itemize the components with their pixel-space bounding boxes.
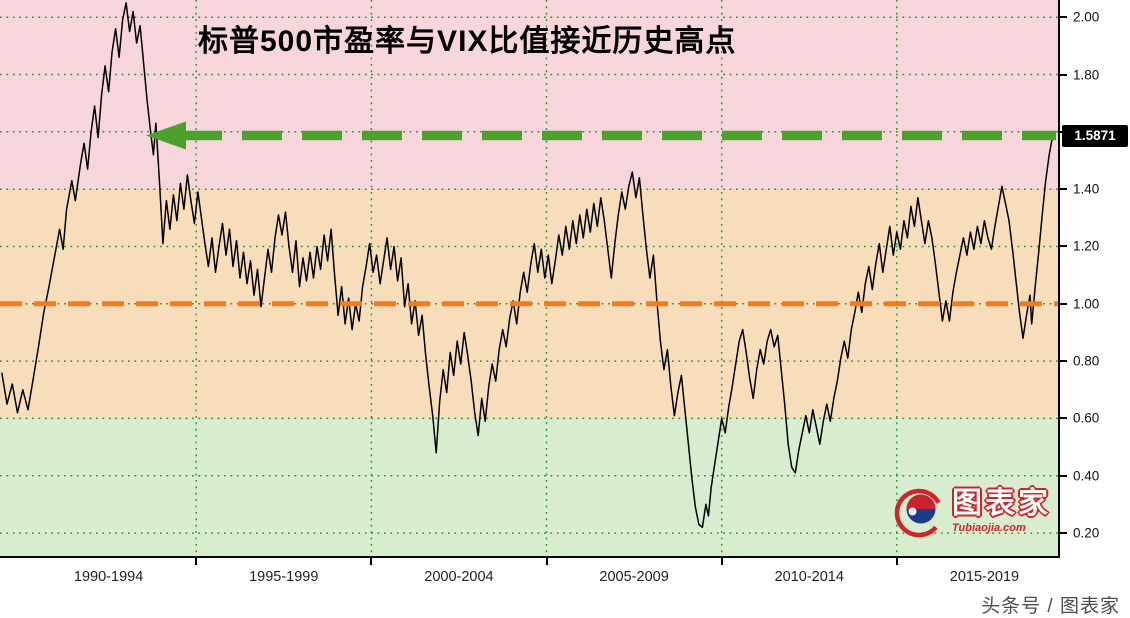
y-tick-mark <box>1060 188 1067 191</box>
footer-caption: 头条号 / 图表家 <box>981 596 1120 617</box>
x-tick-mark <box>545 558 548 565</box>
left-arrowhead-icon <box>146 121 186 150</box>
y-tick-mark <box>1060 16 1067 19</box>
series-line <box>1 2 1054 529</box>
y-tick-mark <box>1060 474 1067 477</box>
x-tick-mark <box>195 558 198 565</box>
x-tick-label: 2010-2014 <box>774 569 844 585</box>
plot-area <box>0 0 1060 558</box>
y-tick-label: 1.00 <box>1073 296 1100 312</box>
chart-title: 标普500市盈率与VIX比值接近历史高点 <box>198 25 737 58</box>
y-tick-mark <box>1060 302 1067 305</box>
last-price-badge: 1.5871 <box>1062 124 1128 147</box>
y-tick-label: 1.40 <box>1073 181 1100 197</box>
y-tick-label: 1.80 <box>1073 67 1100 82</box>
y-tick-label: 1.20 <box>1073 238 1100 254</box>
y-tick-mark <box>1060 532 1067 535</box>
x-tick-label: 2000-2004 <box>424 569 494 585</box>
y-tick-mark <box>1060 417 1067 420</box>
zone-band-low-zone <box>0 418 1058 556</box>
zone-band-high-zone <box>0 0 1058 190</box>
y-tick-label: 0.40 <box>1073 468 1100 484</box>
x-tick-label: 2005-2009 <box>599 569 669 585</box>
x-tick-label: 1990-1994 <box>73 569 144 585</box>
y-tick-mark <box>1060 360 1067 363</box>
x-tick-mark <box>720 558 723 565</box>
y-tick-label: 0.60 <box>1073 410 1100 426</box>
x-tick-label: 1995-1999 <box>249 569 319 585</box>
x-tick-mark <box>370 558 373 565</box>
y-tick-label: 0.20 <box>1073 525 1100 541</box>
y-axis: 2.001.801.601.401.201.000.800.600.400.20… <box>1060 0 1130 558</box>
chart-plot-svg <box>0 0 1058 556</box>
y-tick-mark <box>1060 245 1067 248</box>
x-tick-label: 2015-2019 <box>949 569 1020 585</box>
y-tick-label: 2.00 <box>1073 9 1100 25</box>
y-tick-label: 0.80 <box>1073 353 1100 369</box>
x-axis: 1990-1994 1995-1999 2000-2004 2005-2009 2010… <box>0 558 1060 594</box>
y-tick-mark <box>1060 73 1067 76</box>
x-tick-mark <box>895 558 898 565</box>
